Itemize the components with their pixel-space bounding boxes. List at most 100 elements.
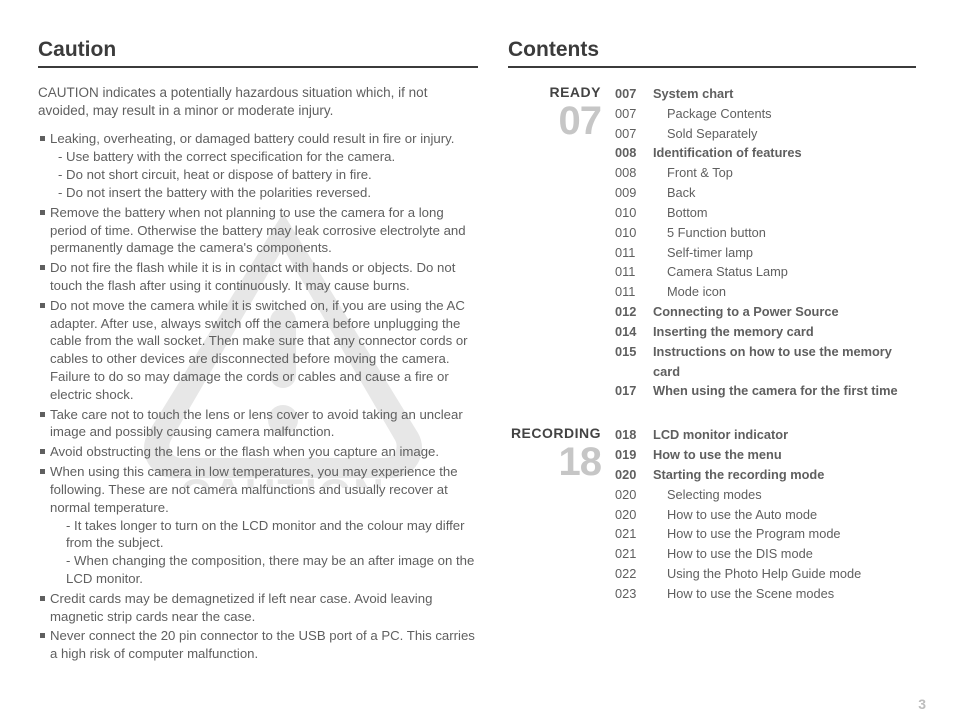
bullet-text: Take care not to touch the lens or lens … [50, 407, 463, 440]
bullet-text: When using this camera in low temperatur… [50, 464, 458, 515]
toc-page-num: 008 [615, 143, 653, 163]
toc-title: Back [653, 183, 916, 203]
toc-section-label: RECORDING [508, 425, 601, 441]
toc-page-num: 021 [615, 544, 653, 564]
toc-title: Inserting the memory card [653, 322, 916, 342]
toc-row: 007Package Contents [615, 104, 916, 124]
toc-row: 021How to use the Program mode [615, 524, 916, 544]
toc-title: How to use the Program mode [653, 524, 916, 544]
toc-page-num: 020 [615, 505, 653, 525]
caution-bullet-list: Leaking, overheating, or damaged battery… [38, 130, 478, 663]
toc-row: 021How to use the DIS mode [615, 544, 916, 564]
toc-page-num: 015 [615, 342, 653, 382]
toc-page-num: 010 [615, 203, 653, 223]
toc-row: 010Bottom [615, 203, 916, 223]
toc-section-label-col: RECORDING 18 [508, 425, 615, 603]
toc-row: 017When using the camera for the first t… [615, 381, 916, 401]
toc-section: RECORDING 18 018LCD monitor indicator019Ho… [508, 425, 916, 603]
toc-row: 018LCD monitor indicator [615, 425, 916, 445]
caution-intro: CAUTION indicates a potentially hazardou… [38, 84, 478, 120]
caution-column: CAUTION Caution CAUTION indicates a pote… [38, 38, 478, 700]
toc-section-label-col: READY 07 [508, 84, 615, 401]
caution-bullet: Never connect the 20 pin connector to th… [38, 627, 478, 663]
toc-row: 011Camera Status Lamp [615, 262, 916, 282]
caution-bullet: Avoid obstructing the lens or the flash … [38, 443, 478, 461]
bullet-text: Do not move the camera while it is switc… [50, 298, 468, 402]
toc-title: How to use the Scene modes [653, 584, 916, 604]
toc-title: How to use the Auto mode [653, 505, 916, 525]
toc-section-label: READY [508, 84, 601, 100]
toc-page-num: 007 [615, 104, 653, 124]
contents-column: Contents READY 07 007System chart007Packag… [508, 38, 916, 700]
toc-page-num: 017 [615, 381, 653, 401]
toc-title: Mode icon [653, 282, 916, 302]
toc-page-num: 012 [615, 302, 653, 322]
toc-row: 022Using the Photo Help Guide mode [615, 564, 916, 584]
caution-bullet: When using this camera in low temperatur… [38, 463, 478, 588]
toc-page-num: 020 [615, 485, 653, 505]
toc-page-num: 011 [615, 282, 653, 302]
toc-row: 007Sold Separately [615, 124, 916, 144]
toc-title: Front & Top [653, 163, 916, 183]
bullet-sub: - Use battery with the correct specifica… [50, 148, 478, 166]
toc-title: System chart [653, 84, 916, 104]
toc-row: 014Inserting the memory card [615, 322, 916, 342]
toc-title: 5 Function button [653, 223, 916, 243]
toc-page-num: 009 [615, 183, 653, 203]
toc-page-num: 022 [615, 564, 653, 584]
toc-section-bignum: 07 [508, 102, 601, 140]
toc-title: Using the Photo Help Guide mode [653, 564, 916, 584]
toc-page-num: 011 [615, 243, 653, 263]
toc-title: Self-timer lamp [653, 243, 916, 263]
toc-row: 007System chart [615, 84, 916, 104]
bullet-text: Never connect the 20 pin connector to th… [50, 628, 475, 661]
toc-title: Starting the recording mode [653, 465, 916, 485]
toc-row: 008Identification of features [615, 143, 916, 163]
toc-row: 009Back [615, 183, 916, 203]
caution-bullet: Take care not to touch the lens or lens … [38, 406, 478, 442]
caution-bullet: Credit cards may be demagnetized if left… [38, 590, 478, 626]
toc-title: Selecting modes [653, 485, 916, 505]
manual-page: CAUTION Caution CAUTION indicates a pote… [38, 38, 916, 700]
toc-title: How to use the DIS mode [653, 544, 916, 564]
toc-section-bignum: 18 [508, 443, 601, 481]
toc-page-num: 008 [615, 163, 653, 183]
toc-container: READY 07 007System chart007Package Content… [508, 84, 916, 604]
bullet-sub: - It takes longer to turn on the LCD mon… [50, 517, 478, 553]
bullet-text: Leaking, overheating, or damaged battery… [50, 131, 454, 146]
toc-row: 019How to use the menu [615, 445, 916, 465]
toc-title: How to use the menu [653, 445, 916, 465]
toc-row: 011Mode icon [615, 282, 916, 302]
toc-page-num: 007 [615, 84, 653, 104]
caution-heading: Caution [38, 38, 478, 68]
contents-heading: Contents [508, 38, 916, 68]
toc-page-num: 018 [615, 425, 653, 445]
toc-page-num: 011 [615, 262, 653, 282]
toc-row: 011Self-timer lamp [615, 243, 916, 263]
toc-title: Instructions on how to use the memory ca… [653, 342, 916, 382]
caution-bullet: Remove the battery when not planning to … [38, 204, 478, 257]
toc-title: Sold Separately [653, 124, 916, 144]
toc-title: Camera Status Lamp [653, 262, 916, 282]
toc-title: Bottom [653, 203, 916, 223]
bullet-sub: - When changing the composition, there m… [50, 552, 478, 588]
bullet-text: Avoid obstructing the lens or the flash … [50, 444, 439, 459]
bullet-text: Remove the battery when not planning to … [50, 205, 466, 256]
toc-page-num: 014 [615, 322, 653, 342]
caution-bullet: Do not move the camera while it is switc… [38, 297, 478, 404]
caution-bullet: Do not fire the flash while it is in con… [38, 259, 478, 295]
page-number: 3 [918, 696, 926, 712]
toc-page-num: 007 [615, 124, 653, 144]
toc-row: 012Connecting to a Power Source [615, 302, 916, 322]
toc-row: 020Selecting modes [615, 485, 916, 505]
toc-section: READY 07 007System chart007Package Content… [508, 84, 916, 401]
toc-title: When using the camera for the first time [653, 381, 916, 401]
toc-row: 008Front & Top [615, 163, 916, 183]
toc-row: 023How to use the Scene modes [615, 584, 916, 604]
toc-row: 020Starting the recording mode [615, 465, 916, 485]
toc-title: Connecting to a Power Source [653, 302, 916, 322]
toc-row: 0105 Function button [615, 223, 916, 243]
toc-title: Identification of features [653, 143, 916, 163]
bullet-sub: - Do not short circuit, heat or dispose … [50, 166, 478, 184]
toc-page-num: 020 [615, 465, 653, 485]
